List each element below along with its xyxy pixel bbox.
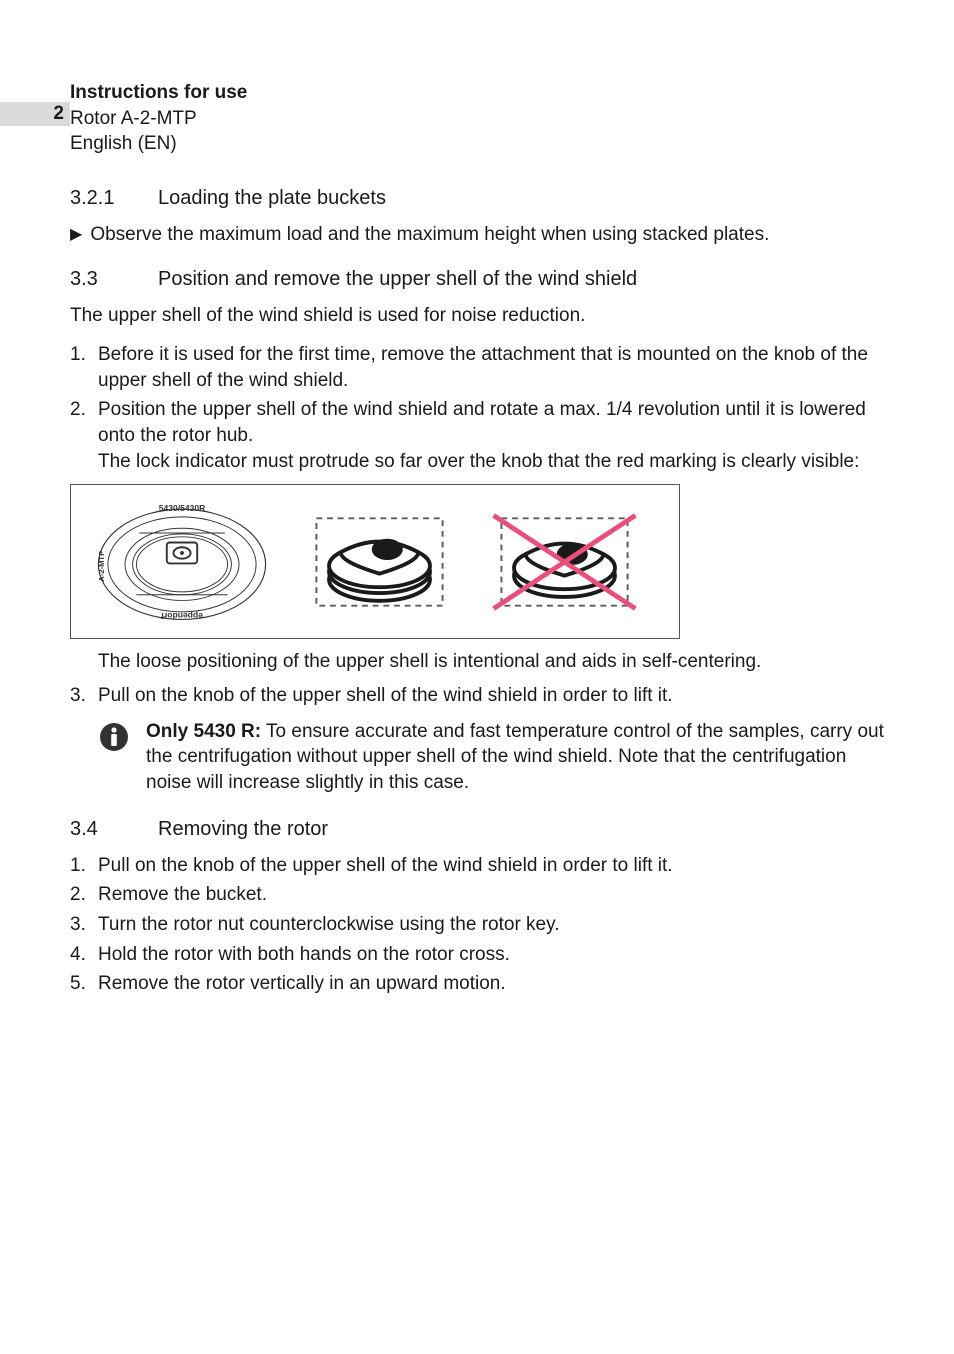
list-text: Before it is used for the first time, re…	[98, 342, 884, 393]
list-text: Turn the rotor nut counterclockwise usin…	[98, 912, 884, 938]
figure-bottom-label: eppendorf	[161, 611, 203, 621]
doc-title: Instructions for use	[70, 80, 884, 106]
figure-top-label: 5430/5430R	[159, 504, 206, 514]
info-bold-prefix: Only 5430 R:	[146, 721, 261, 742]
info-text: Only 5430 R: To ensure accurate and fast…	[146, 719, 884, 796]
list-text-continuation: The lock indicator must protrude so far …	[98, 449, 884, 475]
list-item: Hold the rotor with both hands on the ro…	[70, 942, 884, 968]
list-item: Position the upper shell of the wind shi…	[70, 397, 884, 474]
figure-wind-shield: 5430/5430R A-2-MTP eppendorf	[70, 484, 680, 639]
procedure-list-3-3: Before it is used for the first time, re…	[70, 342, 884, 474]
knob-incorrect-icon	[482, 502, 647, 622]
triangle-bullet-icon: ▶	[70, 222, 82, 248]
list-text: Remove the bucket.	[98, 882, 884, 908]
section-title: Removing the rotor	[158, 816, 328, 843]
intro-paragraph: The upper shell of the wind shield is us…	[70, 303, 884, 329]
section-number: 3.4	[70, 816, 124, 843]
figure-caption: The loose positioning of the upper shell…	[98, 649, 884, 675]
doc-lang: English (EN)	[70, 131, 884, 157]
info-note: Only 5430 R: To ensure accurate and fast…	[98, 719, 884, 796]
list-item: Remove the rotor vertically in an upward…	[70, 971, 884, 997]
procedure-list-3-3b: Pull on the knob of the upper shell of t…	[70, 683, 884, 709]
list-text: Pull on the knob of the upper shell of t…	[98, 683, 884, 709]
figure-left-label: A-2-MTP	[97, 551, 106, 582]
list-item: Remove the bucket.	[70, 882, 884, 908]
list-item: Pull on the knob of the upper shell of t…	[70, 853, 884, 879]
list-item: Before it is used for the first time, re…	[70, 342, 884, 393]
bullet-item: ▶ Observe the maximum load and the maxim…	[70, 222, 884, 248]
list-text: Remove the rotor vertically in an upward…	[98, 971, 884, 997]
section-title: Loading the plate buckets	[158, 185, 386, 212]
knob-correct-icon	[297, 502, 462, 622]
info-icon	[98, 721, 130, 753]
section-title: Position and remove the upper shell of t…	[158, 266, 637, 293]
heading-3-3: 3.3 Position and remove the upper shell …	[70, 266, 884, 293]
heading-3-2-1: 3.2.1 Loading the plate buckets	[70, 185, 884, 212]
bullet-text: Observe the maximum load and the maximum…	[90, 222, 769, 248]
rotor-top-view-icon: 5430/5430R A-2-MTP eppendorf	[87, 494, 277, 629]
doc-subtitle: Rotor A-2-MTP	[70, 106, 884, 132]
list-text: Position the upper shell of the wind shi…	[98, 397, 884, 448]
section-number: 3.2.1	[70, 185, 124, 212]
list-item: Turn the rotor nut counterclockwise usin…	[70, 912, 884, 938]
procedure-list-3-4: Pull on the knob of the upper shell of t…	[70, 853, 884, 997]
page-header: 2 Instructions for use Rotor A-2-MTP Eng…	[70, 80, 884, 157]
page-number: 2	[0, 102, 70, 126]
list-item: Pull on the knob of the upper shell of t…	[70, 683, 884, 709]
heading-3-4: 3.4 Removing the rotor	[70, 816, 884, 843]
list-text: Hold the rotor with both hands on the ro…	[98, 942, 884, 968]
section-number: 3.3	[70, 266, 124, 293]
list-text: Pull on the knob of the upper shell of t…	[98, 853, 884, 879]
